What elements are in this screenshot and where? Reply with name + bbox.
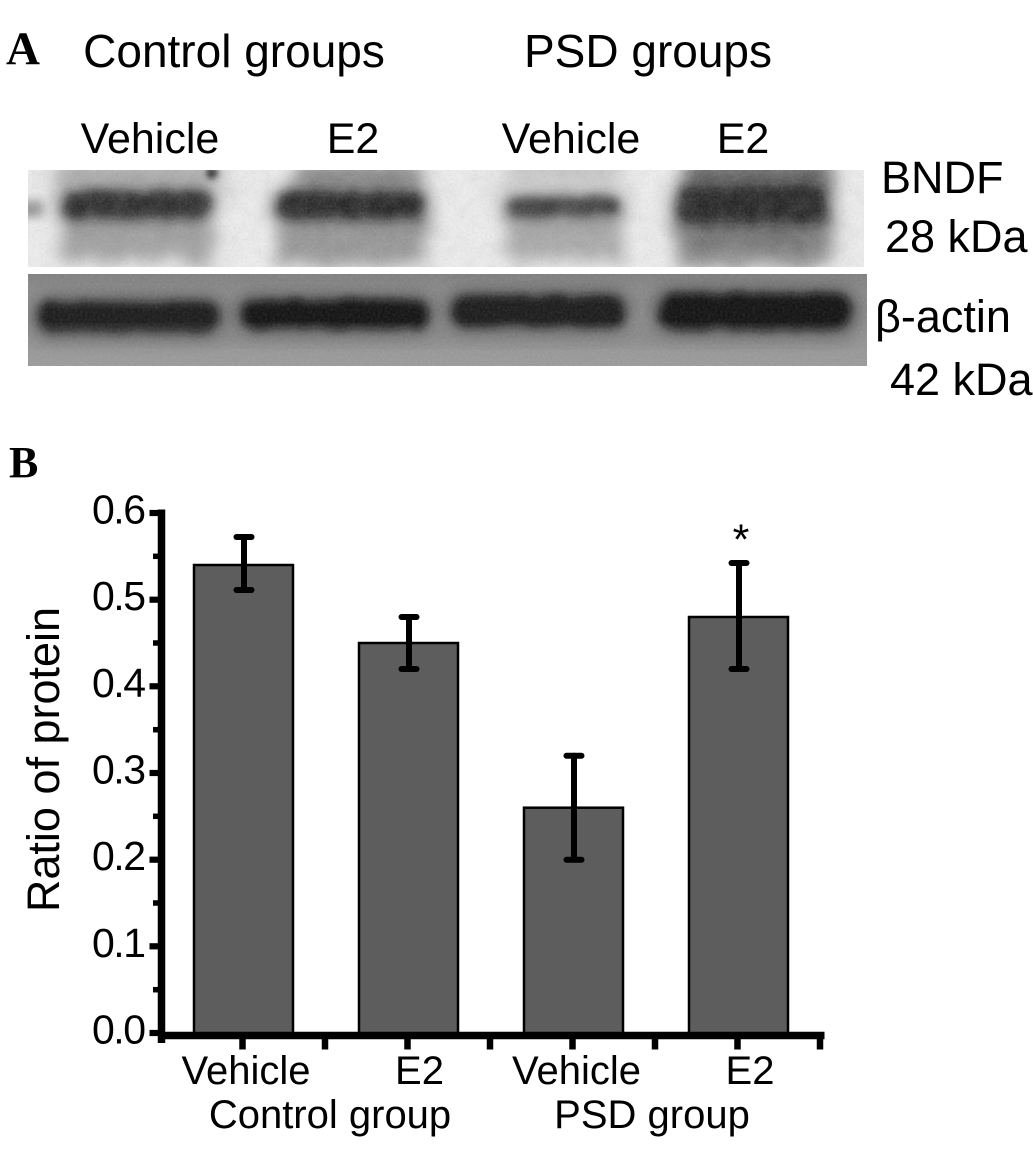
- svg-text:*: *: [733, 516, 750, 564]
- svg-text:0.2: 0.2: [92, 833, 145, 879]
- svg-text:E2: E2: [726, 1049, 775, 1093]
- svg-text:0.5: 0.5: [92, 573, 145, 619]
- svg-text:Control group: Control group: [209, 1093, 451, 1137]
- svg-text:PSD group: PSD group: [554, 1093, 750, 1137]
- svg-text:0.0: 0.0: [92, 1007, 145, 1053]
- svg-text:Vehicle: Vehicle: [512, 1049, 641, 1093]
- svg-text:Vehicle: Vehicle: [182, 1049, 311, 1093]
- svg-text:Ratio of protein: Ratio of protein: [18, 607, 69, 912]
- svg-text:0.3: 0.3: [92, 747, 145, 793]
- svg-text:E2: E2: [395, 1049, 444, 1093]
- svg-text:0.1: 0.1: [92, 920, 145, 966]
- svg-text:0.6: 0.6: [92, 487, 145, 533]
- svg-text:0.4: 0.4: [92, 660, 145, 706]
